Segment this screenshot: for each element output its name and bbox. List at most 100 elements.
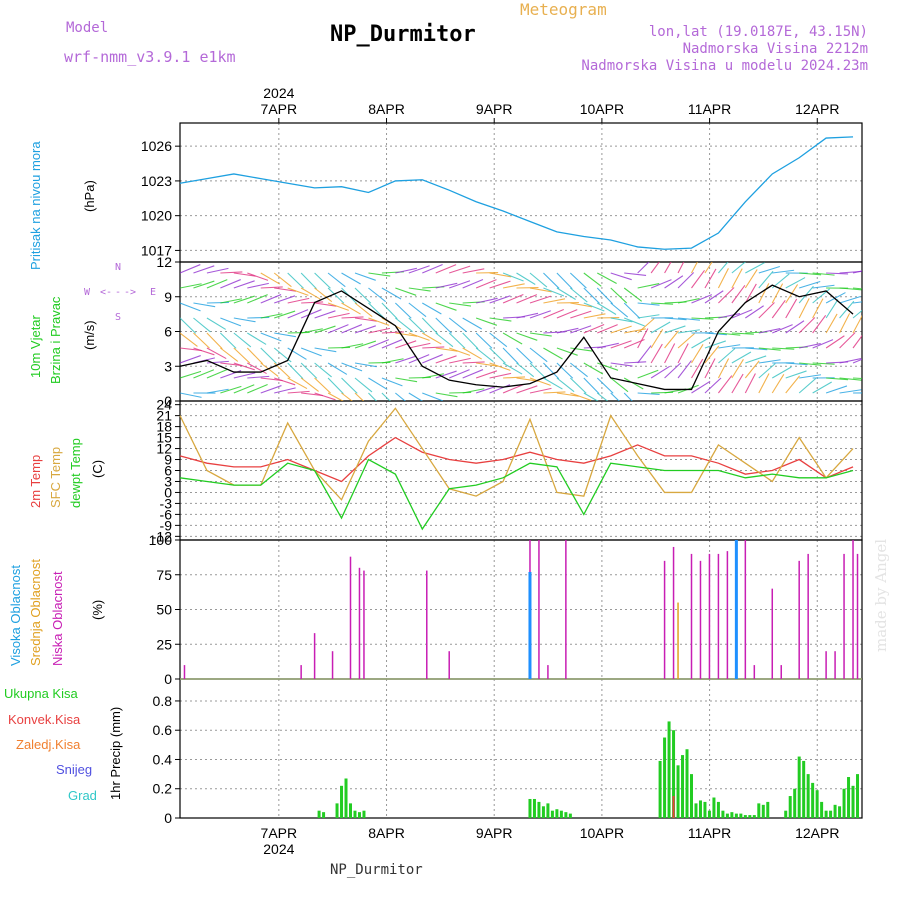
- wind-barb: [839, 332, 856, 349]
- wind-barb: [489, 332, 508, 348]
- cloud-bar: [780, 665, 782, 679]
- wind-barb: [745, 347, 768, 351]
- wind-barb: [637, 345, 652, 364]
- cloud-bar: [825, 651, 827, 679]
- precip-bar: [357, 812, 361, 818]
- wind-barb: [408, 302, 427, 318]
- wind-barb: [327, 272, 346, 288]
- wind-barb: [502, 272, 524, 282]
- wind-barb: [785, 298, 798, 319]
- wind-barb: [744, 269, 758, 289]
- wind-barb: [274, 387, 296, 394]
- precip-bar: [322, 812, 326, 818]
- wind-barb: [368, 327, 391, 334]
- wind-barb: [664, 362, 682, 379]
- precip-bar: [793, 788, 797, 818]
- precip-legend-conv: Konvek.Kisa: [8, 712, 81, 727]
- wind-barb: [610, 317, 633, 323]
- precip-bar: [725, 813, 729, 818]
- wind-barb: [422, 332, 442, 345]
- wind-barb: [206, 317, 226, 330]
- wind-barb: [839, 389, 862, 394]
- wind-barb: [758, 302, 775, 319]
- wind-barb: [502, 347, 519, 365]
- cloud-bar: [183, 665, 186, 679]
- precip-bar: [752, 815, 756, 818]
- wind-barb: [381, 358, 404, 364]
- wind-barb: [704, 345, 720, 364]
- wind-barb: [449, 357, 471, 364]
- wind-barb: [274, 377, 296, 386]
- wind-barb: [543, 362, 560, 380]
- precip-bar: [797, 756, 801, 818]
- wind-barb: [287, 297, 310, 304]
- wind-barb: [300, 309, 322, 319]
- wind-barb: [260, 272, 281, 285]
- precip-bar: [824, 810, 828, 818]
- cloud-bar: [726, 551, 729, 679]
- wind-barb: [408, 287, 431, 292]
- wind-barb: [785, 277, 806, 289]
- wind-barb: [637, 314, 660, 319]
- wind-barb: [206, 347, 227, 360]
- wind-barb: [435, 317, 452, 334]
- wind-barb: [193, 280, 215, 289]
- wind-barb: [624, 328, 646, 334]
- wind-barb: [556, 347, 578, 356]
- wind-barb: [260, 332, 282, 342]
- ytick-label-2-11: 21: [156, 408, 172, 424]
- wind-barb: [395, 392, 406, 401]
- wind-barb: [462, 369, 484, 379]
- wind-barb: [381, 392, 391, 401]
- wind-barb: [475, 317, 498, 326]
- wind-barb: [826, 272, 849, 275]
- wind-barb: [529, 310, 551, 319]
- wind-barb: [650, 279, 672, 289]
- wind-barb: [731, 373, 744, 394]
- wind-barb: [610, 392, 620, 401]
- wind-barb: [718, 287, 735, 304]
- wind-barb: [300, 362, 318, 379]
- wind-barb: [516, 385, 538, 394]
- wind-barb: [327, 302, 349, 311]
- wind-barb: [852, 270, 862, 274]
- xtick-top-5: 12APR: [795, 101, 839, 117]
- wind-barb: [354, 272, 376, 281]
- wind-barb: [314, 287, 333, 303]
- wind-barb: [650, 262, 660, 274]
- wind-barb: [529, 295, 552, 304]
- ytick-label-4-4: 0.8: [153, 693, 173, 709]
- compass-left-arrow: <-: [100, 287, 113, 298]
- wind-barb: [543, 347, 563, 360]
- wind-barb: [233, 332, 252, 348]
- wind-barb: [287, 272, 304, 289]
- wind-barb: [825, 313, 838, 334]
- wind-barb: [476, 362, 498, 367]
- wind-barb: [300, 347, 322, 357]
- precip-bar: [537, 801, 541, 818]
- wind-barb: [772, 269, 795, 274]
- wind-barb: [718, 344, 741, 349]
- wind-barb: [704, 358, 716, 379]
- precip-bar: [667, 721, 671, 818]
- wind-barb: [233, 362, 255, 371]
- wind-barb: [651, 302, 674, 305]
- wind-barb: [381, 339, 403, 349]
- wind-barb: [717, 358, 730, 379]
- precip-legend-snow: Snijeg: [56, 762, 93, 777]
- wind-barb: [273, 272, 292, 288]
- wind-barb: [475, 279, 497, 289]
- wind-barb: [677, 360, 692, 379]
- cloud-bar: [744, 540, 747, 679]
- xtick-top-2: 9APR: [476, 101, 513, 117]
- wind-barb: [758, 373, 770, 394]
- wind-barb: [691, 269, 705, 289]
- wind-barb: [799, 362, 822, 366]
- wind-barb: [314, 392, 336, 401]
- page-title: NP_Durmitor: [330, 22, 476, 47]
- cloud-bar: [798, 560, 800, 679]
- wind-barb: [758, 270, 774, 289]
- wind-speed-line: [179, 284, 854, 391]
- precip-bar: [349, 803, 352, 818]
- wind-barb: [691, 336, 711, 349]
